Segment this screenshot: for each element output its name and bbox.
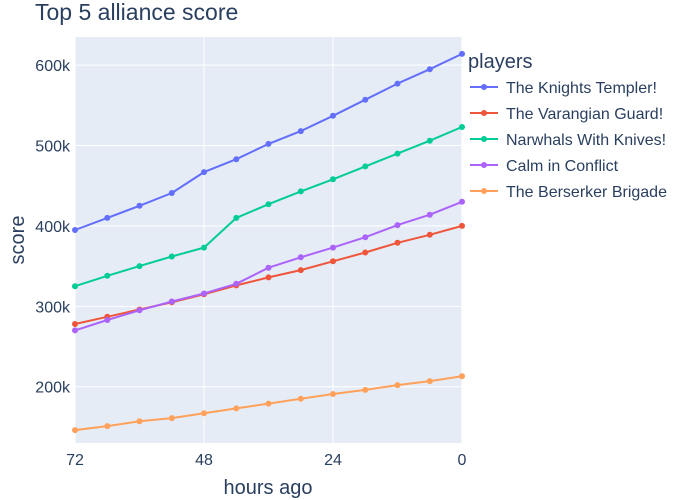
data-point bbox=[330, 244, 336, 251]
data-point bbox=[330, 391, 336, 397]
y-tick-label: 600k bbox=[35, 58, 71, 75]
y-axis-title: score bbox=[7, 216, 29, 265]
data-point bbox=[362, 96, 369, 103]
legend-item[interactable]: Calm in Conflict bbox=[470, 158, 619, 175]
data-point bbox=[201, 290, 207, 297]
data-point bbox=[72, 321, 78, 327]
data-point bbox=[426, 137, 433, 144]
data-point bbox=[72, 227, 78, 233]
data-point bbox=[72, 283, 78, 290]
data-point bbox=[330, 112, 336, 119]
data-point bbox=[168, 190, 175, 196]
data-point bbox=[297, 128, 304, 135]
legend-swatch-marker bbox=[481, 84, 487, 90]
data-point bbox=[426, 66, 433, 73]
legend-swatch-marker bbox=[481, 162, 487, 168]
data-point bbox=[104, 317, 111, 323]
data-point bbox=[104, 214, 111, 221]
data-point bbox=[459, 222, 465, 229]
data-point bbox=[362, 249, 369, 256]
data-point bbox=[426, 211, 433, 218]
data-point bbox=[201, 410, 207, 417]
data-point bbox=[297, 395, 304, 402]
data-point bbox=[136, 307, 143, 314]
data-point bbox=[394, 150, 401, 157]
data-point bbox=[362, 386, 369, 393]
data-point bbox=[233, 405, 240, 412]
data-point bbox=[394, 222, 401, 229]
x-tick-label: 0 bbox=[458, 452, 467, 469]
legend-label: Calm in Conflict bbox=[506, 158, 619, 175]
y-tick-label: 400k bbox=[35, 219, 71, 236]
data-point bbox=[233, 280, 240, 287]
data-point bbox=[297, 267, 304, 274]
data-point bbox=[136, 418, 143, 425]
data-point bbox=[297, 188, 304, 195]
data-point bbox=[459, 50, 465, 57]
series-0 bbox=[72, 50, 465, 233]
data-point bbox=[265, 140, 272, 147]
legend-label: The Berserker Brigade bbox=[506, 184, 667, 201]
data-point bbox=[394, 239, 401, 246]
data-point bbox=[201, 244, 207, 251]
series-4 bbox=[72, 373, 465, 434]
data-point bbox=[136, 202, 143, 209]
data-point bbox=[201, 169, 207, 176]
data-point bbox=[459, 373, 465, 380]
data-point bbox=[136, 263, 143, 270]
y-tick-label: 500k bbox=[35, 139, 71, 156]
legend[interactable]: players The Knights Templer! The Varangia… bbox=[468, 51, 667, 201]
data-point bbox=[394, 80, 401, 87]
y-tick-label: 300k bbox=[35, 299, 71, 316]
legend-item[interactable]: The Varangian Guard! bbox=[470, 106, 663, 123]
legend-label: Narwhals With Knives! bbox=[506, 132, 666, 149]
data-point bbox=[72, 427, 78, 434]
data-point bbox=[362, 234, 369, 241]
legend-swatch-marker bbox=[481, 188, 487, 194]
x-axis-title: hours ago bbox=[224, 477, 313, 499]
data-point bbox=[330, 258, 336, 265]
data-point bbox=[459, 124, 465, 130]
legend-item[interactable]: Narwhals With Knives! bbox=[470, 132, 666, 149]
data-point bbox=[394, 382, 401, 389]
data-point bbox=[72, 327, 78, 334]
axis-ticks: 200k 300k 400k 500k 600k 72 48 24 0 bbox=[35, 58, 466, 469]
data-point bbox=[362, 163, 369, 170]
legend-title: players bbox=[468, 51, 532, 73]
legend-label: The Varangian Guard! bbox=[506, 106, 663, 123]
data-point bbox=[104, 272, 111, 279]
data-point bbox=[265, 274, 272, 281]
series-2 bbox=[72, 124, 465, 290]
data-point bbox=[104, 423, 111, 430]
x-tick-label: 24 bbox=[324, 452, 342, 469]
data-point bbox=[265, 201, 272, 208]
data-point bbox=[233, 156, 240, 163]
legend-label: The Knights Templer! bbox=[506, 80, 657, 97]
series-3 bbox=[72, 198, 465, 334]
legend-item[interactable]: The Berserker Brigade bbox=[470, 184, 667, 201]
data-point bbox=[330, 176, 336, 183]
data-point bbox=[426, 378, 433, 385]
data-point bbox=[426, 231, 433, 238]
data-point bbox=[297, 254, 304, 261]
data-point bbox=[168, 253, 175, 260]
data-point bbox=[168, 298, 175, 305]
series-lines bbox=[72, 50, 465, 434]
data-point bbox=[265, 264, 272, 271]
legend-swatch-marker bbox=[481, 110, 487, 116]
data-point bbox=[265, 400, 272, 407]
legend-item[interactable]: The Knights Templer! bbox=[470, 80, 657, 97]
y-tick-label: 200k bbox=[35, 380, 71, 397]
data-point bbox=[168, 415, 175, 422]
plot-area bbox=[75, 37, 462, 443]
data-point bbox=[459, 198, 465, 205]
chart-title: Top 5 alliance score bbox=[35, 0, 238, 25]
x-tick-label: 72 bbox=[66, 452, 84, 469]
x-tick-label: 48 bbox=[195, 452, 213, 469]
legend-swatch-marker bbox=[481, 136, 487, 142]
data-point bbox=[233, 214, 240, 221]
